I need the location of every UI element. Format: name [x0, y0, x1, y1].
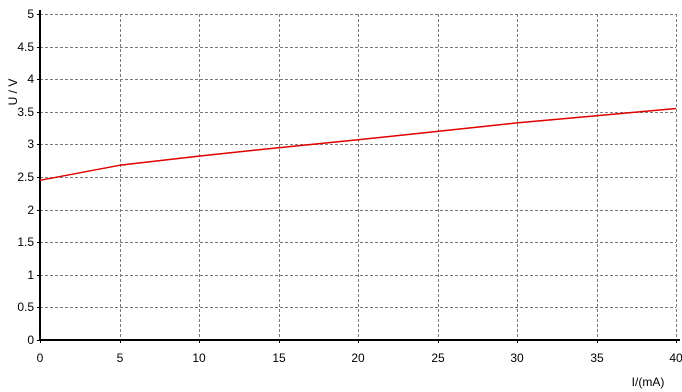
x-tick-label-0: 0 — [37, 351, 44, 365]
x-tick-label-5: 5 — [117, 351, 124, 365]
x-tick-label-15: 15 — [272, 351, 286, 365]
x-tick-labels: 0 5 10 15 20 25 30 35 40 — [37, 351, 682, 365]
y-tick-label-1-5: 1.5 — [17, 235, 34, 249]
grid-lines — [40, 14, 677, 340]
y-tick-labels: 0 0.5 1 1.5 2 2.5 3 3.5 4 4.5 5 — [17, 7, 34, 347]
y-tick-label-3-5: 3.5 — [17, 105, 34, 119]
y-tick-label-0: 0 — [27, 333, 34, 347]
x-axis-title: I/(mA) — [632, 375, 665, 389]
y-tick-label-0-5: 0.5 — [17, 300, 34, 314]
y-tick-label-2: 2 — [27, 203, 34, 217]
x-tick-label-30: 30 — [510, 351, 524, 365]
chart-axes — [37, 10, 680, 343]
x-tick-label-10: 10 — [192, 351, 206, 365]
series-group — [39, 107, 677, 182]
x-tick-label-25: 25 — [431, 351, 445, 365]
y-tick-label-5: 5 — [27, 7, 34, 21]
x-tick-label-35: 35 — [590, 351, 604, 365]
y-axis-title: U / V — [6, 79, 20, 106]
y-tick-label-4: 4 — [27, 72, 34, 86]
y-tick-label-4-5: 4.5 — [17, 40, 34, 54]
x-tick-label-40: 40 — [669, 351, 682, 365]
y-tick-label-2-5: 2.5 — [17, 170, 34, 184]
y-tick-label-1: 1 — [27, 268, 34, 282]
x-tick-label-20: 20 — [351, 351, 365, 365]
y-tick-label-3: 3 — [27, 137, 34, 151]
